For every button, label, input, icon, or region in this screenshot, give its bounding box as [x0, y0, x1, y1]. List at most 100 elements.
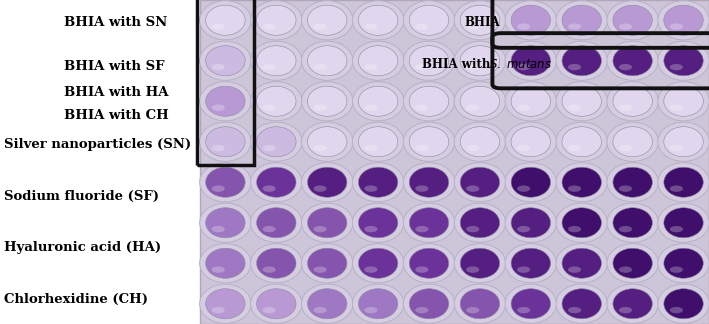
Ellipse shape — [206, 167, 245, 197]
Ellipse shape — [206, 86, 245, 116]
Ellipse shape — [505, 284, 557, 323]
Ellipse shape — [607, 122, 659, 161]
Ellipse shape — [250, 163, 302, 202]
Ellipse shape — [568, 145, 581, 151]
Ellipse shape — [670, 185, 683, 192]
Ellipse shape — [200, 244, 251, 283]
Ellipse shape — [619, 145, 632, 151]
Ellipse shape — [358, 167, 398, 197]
Ellipse shape — [613, 167, 652, 197]
Ellipse shape — [613, 208, 652, 238]
Ellipse shape — [313, 185, 327, 192]
Ellipse shape — [568, 185, 581, 192]
Ellipse shape — [206, 289, 245, 319]
Ellipse shape — [262, 266, 276, 273]
Text: Hyaluronic acid (HA): Hyaluronic acid (HA) — [4, 241, 161, 254]
Ellipse shape — [664, 248, 703, 278]
Ellipse shape — [301, 1, 353, 40]
Text: BHIA with SF: BHIA with SF — [64, 60, 164, 73]
Ellipse shape — [364, 307, 377, 313]
Ellipse shape — [505, 163, 557, 202]
Ellipse shape — [308, 208, 347, 238]
Ellipse shape — [454, 203, 506, 242]
Ellipse shape — [517, 226, 530, 232]
Ellipse shape — [454, 284, 506, 323]
Ellipse shape — [556, 82, 608, 121]
Ellipse shape — [403, 244, 454, 283]
Ellipse shape — [562, 127, 601, 157]
Ellipse shape — [619, 307, 632, 313]
Ellipse shape — [460, 5, 500, 35]
Ellipse shape — [403, 203, 454, 242]
Ellipse shape — [568, 266, 581, 273]
Ellipse shape — [613, 5, 652, 35]
Ellipse shape — [670, 145, 683, 151]
Text: BHIA with: BHIA with — [422, 58, 494, 71]
Ellipse shape — [206, 127, 245, 157]
Ellipse shape — [670, 226, 683, 232]
Ellipse shape — [257, 167, 296, 197]
Ellipse shape — [460, 208, 500, 238]
Ellipse shape — [352, 203, 404, 242]
Ellipse shape — [403, 41, 454, 80]
Ellipse shape — [211, 104, 225, 111]
Ellipse shape — [664, 5, 703, 35]
Ellipse shape — [211, 226, 225, 232]
Ellipse shape — [619, 185, 632, 192]
Ellipse shape — [352, 82, 404, 121]
Ellipse shape — [358, 127, 398, 157]
Ellipse shape — [556, 122, 608, 161]
Ellipse shape — [313, 64, 327, 70]
Ellipse shape — [301, 163, 353, 202]
Ellipse shape — [409, 167, 449, 197]
Ellipse shape — [466, 64, 479, 70]
Ellipse shape — [403, 1, 454, 40]
Ellipse shape — [308, 46, 347, 76]
Ellipse shape — [415, 185, 428, 192]
Ellipse shape — [403, 122, 454, 161]
Ellipse shape — [358, 208, 398, 238]
Ellipse shape — [364, 104, 377, 111]
Ellipse shape — [308, 127, 347, 157]
Ellipse shape — [568, 104, 581, 111]
Ellipse shape — [257, 248, 296, 278]
Ellipse shape — [556, 203, 608, 242]
Ellipse shape — [250, 122, 302, 161]
Ellipse shape — [415, 266, 428, 273]
Ellipse shape — [308, 86, 347, 116]
Ellipse shape — [466, 23, 479, 30]
Ellipse shape — [511, 5, 551, 35]
Ellipse shape — [364, 266, 377, 273]
Ellipse shape — [301, 284, 353, 323]
Ellipse shape — [257, 289, 296, 319]
Ellipse shape — [556, 41, 608, 80]
Ellipse shape — [250, 284, 302, 323]
Ellipse shape — [511, 127, 551, 157]
Ellipse shape — [454, 82, 506, 121]
Ellipse shape — [517, 307, 530, 313]
Ellipse shape — [619, 104, 632, 111]
Ellipse shape — [505, 122, 557, 161]
Ellipse shape — [211, 266, 225, 273]
Ellipse shape — [607, 284, 659, 323]
Ellipse shape — [511, 208, 551, 238]
Bar — [200, 0, 709, 324]
Ellipse shape — [358, 46, 398, 76]
Ellipse shape — [460, 289, 500, 319]
Ellipse shape — [262, 226, 276, 232]
Ellipse shape — [358, 86, 398, 116]
Ellipse shape — [517, 145, 530, 151]
Ellipse shape — [607, 163, 659, 202]
Ellipse shape — [409, 289, 449, 319]
Ellipse shape — [364, 185, 377, 192]
Ellipse shape — [556, 163, 608, 202]
Ellipse shape — [211, 64, 225, 70]
Text: BHIA: BHIA — [464, 16, 500, 29]
Ellipse shape — [505, 41, 557, 80]
Ellipse shape — [670, 23, 683, 30]
Ellipse shape — [568, 23, 581, 30]
Ellipse shape — [658, 122, 709, 161]
Ellipse shape — [308, 167, 347, 197]
Ellipse shape — [257, 46, 296, 76]
Ellipse shape — [200, 284, 251, 323]
